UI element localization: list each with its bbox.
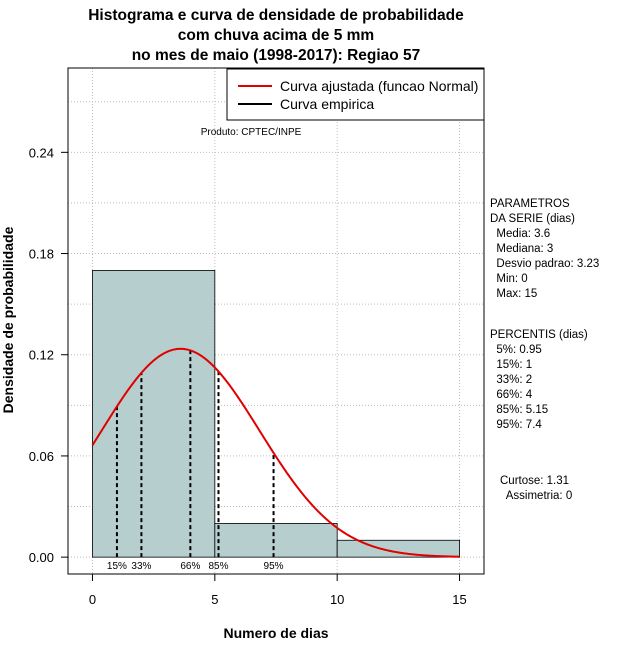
parametros-block-line: PARAMETROS [490,198,570,210]
histogram-bar-1 [92,269,216,558]
y-tick-label: 0.12 [29,348,54,363]
y-tick-label: 0.06 [29,449,54,464]
parametros-block-line: DA SERIE (dias) [490,213,575,225]
y-tick-label: 0.24 [29,145,54,160]
x-axis-title: Numero de dias [223,625,328,641]
title-line-3: no mes de maio (1998-2017): Regiao 57 [132,47,421,64]
legend-label-2: Curva empirica [280,96,374,112]
percentis-block: PERCENTIS (dias) 5%: 0.95 15%: 1 33%: 2 … [490,329,588,431]
percentis-block-line: 15%: 1 [490,359,532,371]
side-panel: PARAMETROS DA SERIE (dias) Media: 3.6 Med… [490,198,599,502]
parametros-block-line: Mediana: 3 [490,243,553,255]
histogram-bar-2 [214,523,338,558]
percentis-block-line: 85%: 5.15 [490,404,548,416]
y-tick-label: 0.18 [29,247,54,262]
percentile-markers: 15% 33% 66% 85% 95% [107,350,284,572]
percentile-label: 33% [131,561,151,572]
legend: Curva ajustada (funcao Normal) Curva empi… [226,68,485,121]
x-tick-label: 5 [211,592,218,607]
percentis-block-line: 33%: 2 [490,374,532,386]
legend-label-1: Curva ajustada (funcao Normal) [280,78,478,94]
percentile-label: 95% [264,561,284,572]
title-line-1: Histograma e curva de densidade de proba… [88,7,464,24]
percentis-block-line: 66%: 4 [490,389,533,401]
y-tick-label: 0.00 [29,550,54,565]
x-tick-label: 0 [89,592,96,607]
y-axis-title: Densidade de probabilidade [0,226,16,413]
x-tick-label: 15 [452,592,466,607]
chart-title: Histograma e curva de densidade de proba… [88,7,464,64]
title-line-2: com chuva acima de 5 mm [178,27,374,44]
momentos-block-line: Assimetria: 0 [500,490,572,502]
legend-box [226,68,485,121]
parametros-block-line: Desvio padrao: 3.23 [490,258,599,270]
percentis-block-line: PERCENTIS (dias) [490,329,588,341]
percentis-block-line: 5%: 0.95 [490,344,542,356]
momentos-block: Curtose: 1.31 Assimetria: 0 [500,475,572,502]
percentis-block-line: 95%: 7.4 [490,419,542,431]
normal-curve [91,347,460,558]
percentile-label: 15% [107,561,127,572]
x-tick-label: 10 [330,592,344,607]
momentos-block-line: Curtose: 1.31 [500,475,569,487]
parametros-block-line: Media: 3.6 [490,228,550,240]
histogram-bars [92,269,460,558]
parametros-block: PARAMETROS DA SERIE (dias) Media: 3.6 Med… [490,198,599,300]
parametros-block-line: Min: 0 [490,273,528,285]
percentile-label: 85% [208,561,228,572]
percentile-label: 66% [180,561,200,572]
histogram-bar-3 [336,539,460,558]
product-annotation: Produto: CPTEC/INPE [201,127,302,138]
parametros-block-line: Max: 15 [490,288,537,300]
normal-curve-line [91,347,460,558]
axes: 0 5 10 15 0.00 0.06 0.12 0.18 0.24 Numero de dias… [0,145,467,641]
